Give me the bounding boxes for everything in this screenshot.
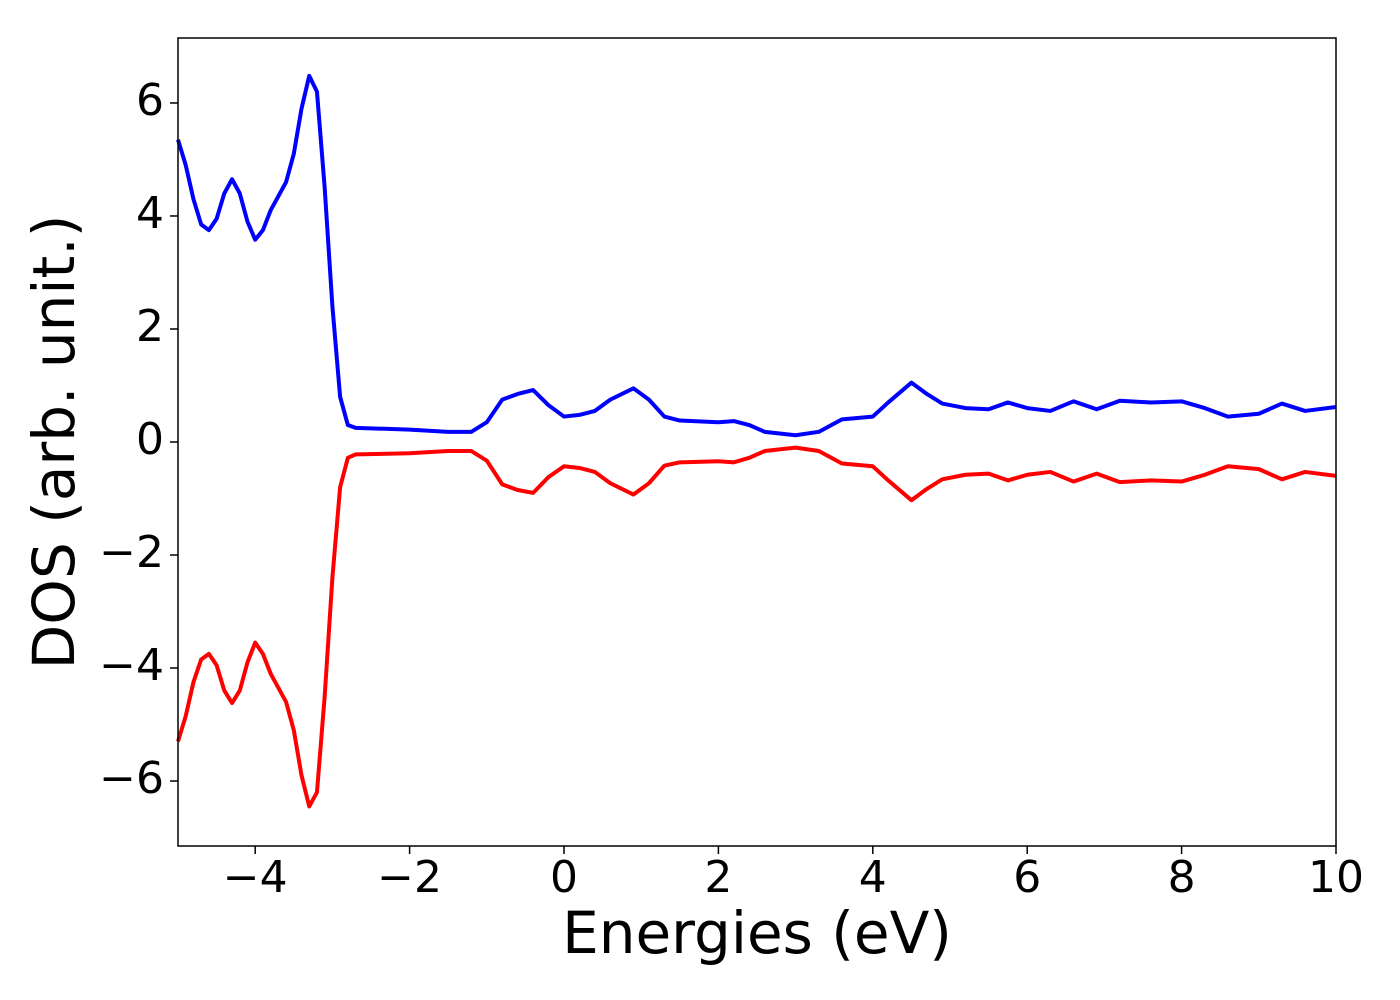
- y-tick-label: 6: [136, 75, 164, 126]
- x-tick-label: 0: [550, 852, 578, 903]
- x-tick-label: −2: [377, 852, 442, 903]
- x-tick-label: 4: [859, 852, 887, 903]
- y-tick-label: −4: [99, 640, 164, 691]
- x-tick-label: 6: [1013, 852, 1041, 903]
- x-tick-label: 10: [1308, 852, 1364, 903]
- line: [176, 73, 1337, 438]
- y-tick-label: 2: [136, 301, 164, 352]
- x-axis-label: Energies (eV): [562, 899, 952, 967]
- y-axis-label: DOS (arb. unit.): [20, 215, 88, 670]
- plot-frame: [177, 37, 1337, 847]
- x-tick-label: 8: [1168, 852, 1196, 903]
- y-tick-label: 0: [136, 414, 164, 465]
- x-tick-label: 2: [704, 852, 732, 903]
- y-tick-label: 4: [136, 188, 164, 239]
- x-tick-label: −4: [223, 852, 288, 903]
- y-tick-label: −6: [99, 753, 164, 804]
- line: [176, 445, 1337, 809]
- y-tick-label: −2: [99, 527, 164, 578]
